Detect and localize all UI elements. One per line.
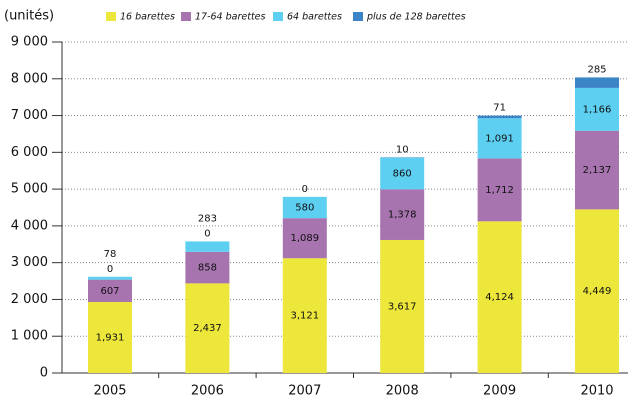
value-label: 860 <box>393 168 412 179</box>
y-tick-label: 2 000 <box>11 292 48 307</box>
y-tick-label: 0 <box>40 366 48 381</box>
y-tick-label: 6 000 <box>11 145 48 160</box>
bar-segment <box>380 157 425 190</box>
value-label: 1,378 <box>388 210 417 221</box>
value-label: 1,166 <box>583 104 612 115</box>
y-tick-label: 8 000 <box>11 71 48 86</box>
y-tick-label: 1 000 <box>11 329 48 344</box>
value-label: 2,137 <box>583 165 612 176</box>
value-label: 283 <box>198 213 217 224</box>
value-label: 1,712 <box>485 185 514 196</box>
x-tick-label: 2006 <box>191 384 224 399</box>
legend-label: 17-64 barettes <box>195 12 266 23</box>
bar-segment <box>88 276 132 280</box>
legend-swatch <box>106 12 116 21</box>
value-label: 10 <box>396 144 409 155</box>
bar-segment <box>380 189 425 240</box>
value-label: 1,089 <box>290 233 319 244</box>
bar-segment <box>477 158 522 222</box>
value-label: 1,091 <box>485 133 514 144</box>
value-label: 858 <box>198 263 217 274</box>
legend-label: 16 barettes <box>120 12 175 23</box>
y-tick-label: 5 000 <box>11 182 48 197</box>
value-label: 1,931 <box>96 332 125 343</box>
bar-segment <box>282 196 327 219</box>
x-tick-label: 2010 <box>580 384 613 399</box>
value-label: 4,124 <box>485 292 514 303</box>
bar-segment <box>477 115 522 119</box>
bar-segment <box>88 301 132 373</box>
bar-segment <box>575 87 619 131</box>
legend-label: plus de 128 barettes <box>366 12 466 23</box>
value-label: 3,121 <box>290 311 319 322</box>
bar-segment <box>282 258 327 373</box>
bar-segment <box>477 221 522 373</box>
legend-swatch <box>273 12 283 21</box>
bar-segment <box>575 77 619 88</box>
legend-swatch <box>181 12 191 21</box>
value-label: 607 <box>100 286 119 297</box>
value-label: 0 <box>107 264 113 275</box>
y-tick-label: 4 000 <box>11 218 48 233</box>
value-label: 285 <box>587 64 606 75</box>
bar-segment <box>185 283 230 373</box>
x-tick-label: 2005 <box>93 384 126 399</box>
y-axis-label: (unités) <box>4 9 54 24</box>
bar-segment <box>477 118 522 159</box>
value-label: 78 <box>104 249 117 260</box>
value-label: 0 <box>204 228 210 239</box>
value-label: 580 <box>295 203 314 214</box>
legend-label: 64 barettes <box>287 12 342 23</box>
bar-segment <box>185 241 230 252</box>
bar-segment <box>88 279 132 302</box>
bar-segment <box>185 251 230 284</box>
x-tick-label: 2007 <box>288 384 321 399</box>
bar-segment <box>575 130 619 210</box>
y-tick-label: 9 000 <box>11 35 48 50</box>
y-tick-label: 3 000 <box>11 255 48 270</box>
value-label: 4,449 <box>583 286 612 297</box>
legend-swatch <box>353 12 363 21</box>
y-tick-label: 7 000 <box>11 108 48 123</box>
bar-segment <box>380 239 425 373</box>
bar-segment <box>575 209 619 373</box>
x-tick-label: 2009 <box>483 384 516 399</box>
x-tick-label: 2008 <box>386 384 419 399</box>
value-label: 3,617 <box>388 301 417 312</box>
value-label: 71 <box>493 103 506 114</box>
value-label: 0 <box>302 184 308 195</box>
value-label: 2,437 <box>193 323 222 334</box>
bar-segment <box>282 218 327 259</box>
